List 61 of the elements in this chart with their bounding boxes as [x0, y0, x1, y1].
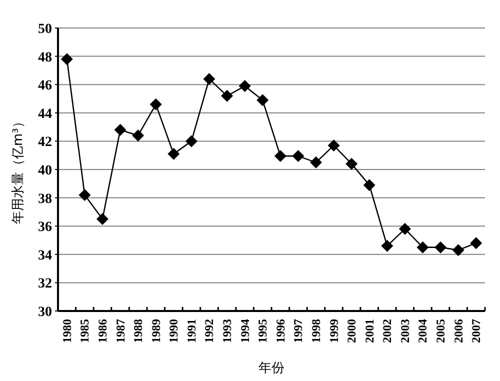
x-axis-title: 年份: [258, 361, 284, 376]
point: [274, 150, 286, 162]
point: [203, 72, 216, 85]
point: [114, 124, 126, 136]
point: [256, 94, 269, 106]
point: [150, 98, 162, 110]
x-tick-label: 2000: [344, 319, 359, 343]
y-tick-label: 44: [38, 106, 52, 122]
x-tick-label: 1998: [308, 319, 323, 343]
x-tick-label: 2007: [469, 319, 484, 343]
y-tick-label: 50: [38, 22, 52, 37]
x-tick-label: 1996: [273, 319, 288, 343]
point: [470, 237, 482, 250]
point: [185, 135, 198, 148]
x-tick-label: 1993: [220, 319, 234, 343]
point: [346, 158, 358, 170]
x-tick-label: 1990: [166, 319, 181, 343]
point: [381, 240, 394, 252]
point: [238, 80, 251, 92]
x-tick-label: 1985: [78, 319, 92, 343]
x-tick-label: 2003: [398, 319, 412, 343]
point: [434, 241, 447, 254]
x-tick-label: 1995: [256, 319, 270, 343]
x-tick-label: 1994: [238, 319, 252, 343]
y-tick-label: 42: [38, 135, 52, 150]
x-tick-label: 1986: [95, 319, 110, 343]
x-tick-label: 2006: [451, 319, 466, 343]
y-axis-title: 年用水量（亿m³）: [11, 115, 26, 224]
x-tick-label: 2005: [434, 319, 448, 343]
x-tick-label: 2001: [362, 319, 376, 343]
x-tick-label: 1988: [131, 319, 146, 343]
y-tick-label: 34: [38, 248, 52, 264]
x-tick-label: 1980: [60, 319, 74, 343]
point: [132, 130, 144, 142]
point: [416, 241, 429, 254]
y-tick-label: 40: [38, 164, 52, 178]
point: [168, 148, 180, 160]
y-tick-label: 46: [38, 78, 52, 94]
point: [60, 53, 73, 66]
x-tick-label: 2002: [380, 319, 394, 343]
point: [310, 156, 322, 168]
x-tick-label: 1987: [113, 319, 128, 343]
point: [328, 139, 340, 152]
y-tick-label: 38: [38, 192, 52, 207]
y-tick-label: 32: [38, 276, 52, 292]
point: [221, 90, 234, 102]
x-tick-label: 1991: [184, 319, 198, 343]
x-tick-label: 1992: [202, 319, 216, 343]
x-tick-label: 1999: [326, 319, 341, 343]
x-tick-label: 2004: [416, 319, 430, 343]
point: [363, 179, 376, 192]
point: [78, 188, 91, 201]
y-tick-label: 36: [38, 220, 52, 236]
point: [96, 213, 108, 226]
x-tick-label: 1989: [148, 319, 163, 343]
point: [292, 150, 304, 162]
point: [398, 222, 411, 235]
y-tick-label: 30: [38, 305, 52, 320]
y-tick-label: 48: [38, 50, 52, 66]
x-tick-label: 1997: [291, 319, 306, 343]
point: [452, 244, 464, 256]
